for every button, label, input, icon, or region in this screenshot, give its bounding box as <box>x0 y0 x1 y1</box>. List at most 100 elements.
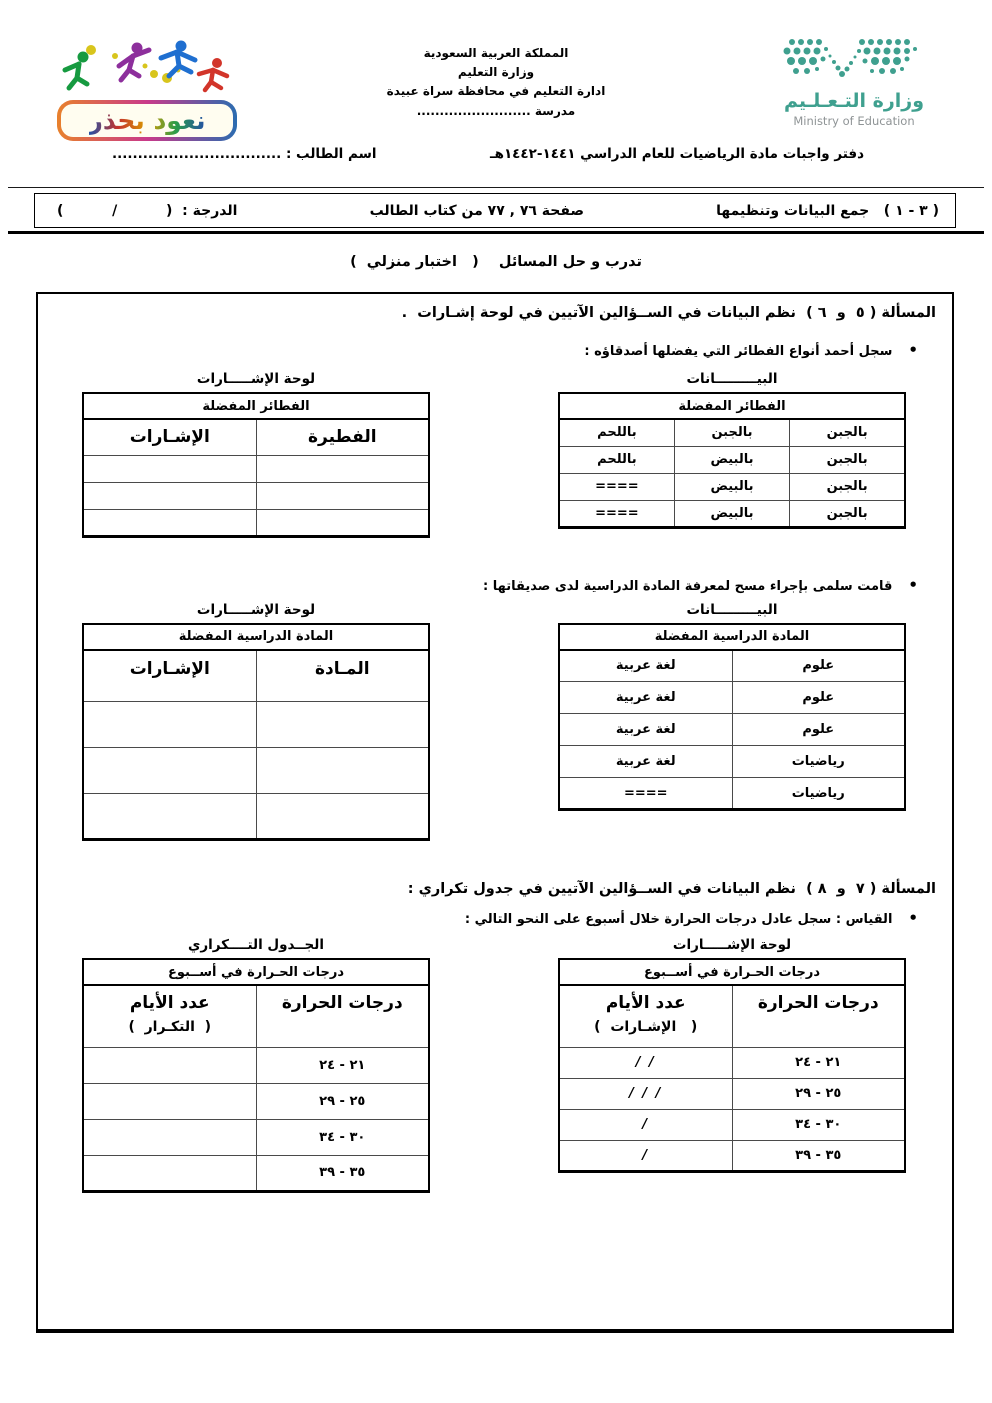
lesson-number-title: ( ٣ - ١ ) جمع البيانات وتنظيمها <box>716 202 939 219</box>
temperature-frequency-table: درجات الحـرارة في أســبوع درجات الحرارة … <box>82 958 430 1193</box>
table-cell: ٢٥ - ٢٩ <box>731 1077 906 1110</box>
table-row <box>82 747 430 794</box>
pies-tally-board-table: الفطائر المفضلة الفطيرة الإشـارات <box>82 392 430 538</box>
authority-line-school: مدرسة ......................... <box>416 103 576 118</box>
divider-thin <box>8 187 984 188</box>
pies-data-header: الفطائر المفضلة <box>558 392 906 420</box>
lesson-pages: صفحة ٧٦ , ٧٧ من كتاب الطالب <box>369 202 584 219</box>
table-row <box>82 481 430 510</box>
table-cell: لغة عربية <box>558 745 733 778</box>
table-row: علوم لغة عربية <box>558 713 906 746</box>
pies-data-title: البيـــــــــانات <box>686 371 778 387</box>
ministry-logo: وزارة التـعـلـيم Ministry of Education <box>764 34 944 128</box>
table-row: بالجبن بالبيض ==== <box>558 499 906 528</box>
table-cell: لغة عربية <box>558 649 733 682</box>
table-cell <box>82 747 257 794</box>
subjects-board-col-item: المـادة <box>255 649 430 702</box>
table-cell <box>82 508 257 537</box>
pies-board-header: الفطائر المفضلة <box>82 392 430 420</box>
table-cell: باللحم <box>558 418 675 447</box>
problem-7-8-title: المسألة ( ٧ و ٨ ) نظم البيانات في الســؤ… <box>407 881 936 897</box>
table-cell: ٢٥ - ٢٩ <box>255 1082 430 1120</box>
table-row <box>82 454 430 483</box>
subjects-board-col-tallies: الإشـارات <box>82 649 257 702</box>
table-row <box>82 508 430 537</box>
subjects-data-header: المادة الدراسية المفضلة <box>558 623 906 651</box>
table-cell: ٣٠ - ٣٤ <box>731 1108 906 1141</box>
practice-line: تدرب و حل المسائل ( اختبار منزلي ) <box>350 254 642 270</box>
temperature-question: القياس : سجل عادل درجات الحرارة خلال أسب… <box>38 909 918 927</box>
grade-field: الدرجة : ( / ) <box>57 202 238 219</box>
temperature-tally-column: لوحة الإشـــــارات درجات الحـرارة في أسـ… <box>558 937 906 1193</box>
table-cell: ==== <box>558 472 675 501</box>
temperature-col-temp: درجات الحرارة <box>731 984 906 1048</box>
divider-thick <box>8 231 984 234</box>
table-cell: بالجبن <box>789 499 906 528</box>
table-row: ٣٠ - ٣٤/ <box>558 1108 906 1141</box>
subjects-data-table: المادة الدراسية المفضلة علوم لغة عربية علو… <box>558 622 906 811</box>
table-cell <box>82 454 257 483</box>
table-cell <box>82 1118 257 1156</box>
badge-frame: نعود بحذر <box>57 100 237 141</box>
table-cell: باللحم <box>558 445 675 474</box>
worksheet-body: المسألة ( ٥ و ٦ ) نظم البيانات في الســؤ… <box>36 292 954 1333</box>
pies-board-col-tallies: الإشـارات <box>82 418 257 456</box>
pies-board-col-item: الفطيرة <box>255 418 430 456</box>
subjects-board-header: المادة الدراسية المفضلة <box>82 623 430 651</box>
table-cell <box>255 454 430 483</box>
table-row: علوم لغة عربية <box>558 681 906 714</box>
subjects-data-column: البيـــــــــانات المادة الدراسية المفضل… <box>558 602 906 842</box>
table-cell: علوم <box>731 713 906 746</box>
lesson-bar: ( ٣ - ١ ) جمع البيانات وتنظيمها صفحة ٧٦ … <box>34 193 956 228</box>
badge-text: نعود بحذر <box>88 106 206 135</box>
table-cell <box>82 1154 257 1192</box>
table-cell <box>82 481 257 510</box>
subjects-data-title: البيـــــــــانات <box>686 601 778 618</box>
days-label: عدد الأيام <box>605 993 686 1013</box>
table-cell: علوم <box>731 649 906 682</box>
table-cell: / <box>558 1108 733 1141</box>
pies-tables-pair: البيـــــــــانات الفطائر المفضلة بالجبن… <box>38 371 952 538</box>
table-row: ٢٥ - ٢٩ <box>82 1082 430 1120</box>
subheader-row: دفتر واجبات مادة الرياضيات للعام الدراسي… <box>112 146 864 162</box>
student-name-field: اسم الطالب : ...........................… <box>112 146 377 162</box>
table-row: علوم لغة عربية <box>558 649 906 682</box>
table-row: رياضيات لغة عربية <box>558 745 906 778</box>
subjects-tally-board-table: المادة الدراسية المفضلة المـادة الإشـارا… <box>82 622 430 841</box>
table-cell: رياضيات <box>731 745 906 778</box>
table-row: ٣٥ - ٣٩/ <box>558 1139 906 1172</box>
table-row: ٣٥ - ٣٩ <box>82 1154 430 1192</box>
table-row: بالجبن بالبيض ==== <box>558 472 906 501</box>
pies-data-table: الفطائر المفضلة بالجبن بالجبن باللحم بالجبن… <box>558 392 906 529</box>
table-cell: ٢١ - ٢٤ <box>731 1046 906 1079</box>
frequency-col-temp: درجات الحرارة <box>255 984 430 1048</box>
table-cell: ==== <box>558 499 675 528</box>
table-cell: بالجبن <box>673 418 791 447</box>
table-cell: بالبيض <box>673 445 791 474</box>
notebook-title: دفتر واجبات مادة الرياضيات للعام الدراسي… <box>489 146 864 162</box>
table-row: ٣٠ - ٣٤ <box>82 1118 430 1156</box>
subjects-board-column: لوحة الإشـــــارات المادة الدراسية المفض… <box>82 602 430 841</box>
table-cell <box>255 701 430 748</box>
table-cell <box>255 747 430 794</box>
pies-question: سجل أحمد أنواع الفطائر التي يفضلها أصدقا… <box>38 341 918 359</box>
days-sublabel-frequency: ( التكـرار ) <box>128 1019 212 1035</box>
pies-board-column: لوحة الإشـــــارات الفطائر المفضلة الفطي… <box>82 371 430 538</box>
table-row <box>82 701 430 748</box>
table-cell: بالجبن <box>789 445 906 474</box>
table-row: بالجبن بالجبن باللحم <box>558 418 906 447</box>
table-row: ٢٥ - ٢٩/ / / <box>558 1077 906 1110</box>
authority-block: المملكة العربية السعودية وزارة التعليم ا… <box>296 44 696 121</box>
pies-board-title: لوحة الإشـــــارات <box>196 371 316 387</box>
ministry-arabic-name: وزارة التـعـلـيم <box>783 90 925 112</box>
ministry-dots-icon <box>783 39 917 77</box>
temperature-tally-header: درجات الحـرارة في أســبوع <box>558 958 906 986</box>
table-cell: بالبيض <box>673 472 791 501</box>
ministry-english-name: Ministry of Education <box>793 114 915 128</box>
authority-line-ministry: وزارة التعليم <box>457 65 535 80</box>
temperature-frequency-title: الجــدول التــــكراري <box>188 937 324 953</box>
subjects-tables-pair: البيـــــــــانات المادة الدراسية المفضل… <box>38 602 952 842</box>
table-cell: / / / <box>558 1077 733 1110</box>
table-cell: لغة عربية <box>558 681 733 714</box>
table-cell: ٢١ - ٢٤ <box>255 1046 430 1084</box>
